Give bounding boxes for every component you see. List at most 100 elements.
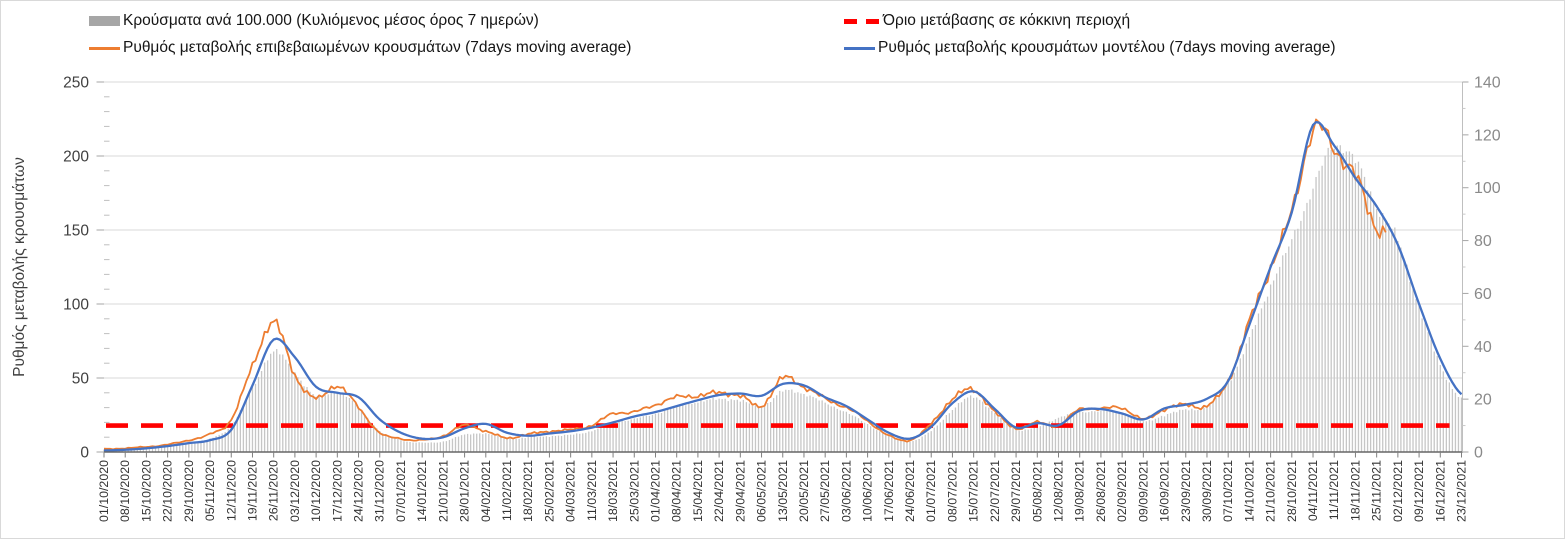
y-axis-title: Ρυθμός μεταβολής κρουσμάτων	[11, 157, 28, 377]
svg-text:24/12/2020: 24/12/2020	[352, 460, 366, 522]
x-axis	[103, 451, 1463, 458]
svg-text:30/09/2021: 30/09/2021	[1200, 460, 1214, 522]
y-axis-right	[1462, 81, 1469, 453]
svg-text:0: 0	[80, 445, 89, 462]
svg-text:22/04/2021: 22/04/2021	[712, 460, 726, 522]
legend-item-cases-per-100k: Κρούσματα ανά 100.000 (Κυλιόμενος μέσος …	[89, 11, 539, 31]
y-axis-left	[96, 81, 110, 453]
svg-text:120: 120	[1474, 127, 1501, 144]
svg-text:10/06/2021: 10/06/2021	[861, 460, 875, 522]
svg-text:60: 60	[1474, 286, 1492, 303]
legend-label: Κρούσματα ανά 100.000 (Κυλιόμενος μέσος …	[123, 12, 539, 29]
svg-text:18/03/2021: 18/03/2021	[606, 460, 620, 522]
svg-text:15/10/2020: 15/10/2020	[139, 460, 153, 522]
svg-text:08/10/2020: 08/10/2020	[118, 460, 132, 522]
svg-text:11/02/2021: 11/02/2021	[500, 460, 514, 521]
y-axis-left-tick-labels: 0 50 100 150 200 250	[63, 75, 89, 462]
svg-text:50: 50	[72, 371, 90, 388]
svg-text:03/12/2020: 03/12/2020	[288, 460, 302, 522]
svg-text:18/02/2021: 18/02/2021	[521, 460, 535, 522]
svg-text:100: 100	[1474, 180, 1501, 197]
legend-item-red-threshold: Όριο μετάβασης σε κόκκινη περιοχή	[844, 11, 1130, 31]
svg-text:02/12/2021: 02/12/2021	[1391, 460, 1405, 522]
svg-text:23/12/2021: 23/12/2021	[1455, 460, 1469, 522]
svg-text:28/10/2021: 28/10/2021	[1285, 460, 1299, 522]
blue-line-swatch-icon	[844, 46, 875, 50]
legend-label: Ρυθμός μεταβολής επιβεβαιωμένων κρουσμάτ…	[123, 39, 632, 56]
svg-text:08/04/2021: 08/04/2021	[670, 460, 684, 522]
svg-text:13/05/2021: 13/05/2021	[776, 460, 790, 522]
svg-text:29/10/2020: 29/10/2020	[182, 460, 196, 522]
svg-text:07/10/2021: 07/10/2021	[1221, 460, 1235, 522]
svg-text:29/07/2021: 29/07/2021	[1009, 460, 1023, 522]
svg-text:01/04/2021: 01/04/2021	[649, 460, 663, 522]
svg-text:17/12/2020: 17/12/2020	[330, 460, 344, 522]
svg-text:23/09/2021: 23/09/2021	[1179, 460, 1193, 522]
svg-text:01/07/2021: 01/07/2021	[924, 460, 938, 522]
svg-text:100: 100	[63, 297, 89, 314]
svg-text:11/11/2021: 11/11/2021	[1327, 460, 1341, 520]
svg-text:29/04/2021: 29/04/2021	[733, 460, 747, 522]
svg-text:16/12/2021: 16/12/2021	[1433, 460, 1447, 522]
svg-text:08/07/2021: 08/07/2021	[945, 460, 959, 522]
svg-text:07/01/2021: 07/01/2021	[394, 460, 408, 522]
svg-text:80: 80	[1474, 233, 1492, 250]
svg-text:28/01/2021: 28/01/2021	[458, 460, 472, 522]
legend-label: Όριο μετάβασης σε κόκκινη περιοχή	[883, 12, 1131, 29]
svg-text:09/09/2021: 09/09/2021	[1136, 460, 1150, 522]
svg-text:26/11/2020: 26/11/2020	[267, 460, 281, 521]
svg-text:27/05/2021: 27/05/2021	[818, 460, 832, 522]
svg-text:04/03/2021: 04/03/2021	[564, 460, 578, 522]
bar-swatch-icon	[89, 16, 120, 26]
svg-text:140: 140	[1474, 75, 1501, 92]
svg-text:22/07/2021: 22/07/2021	[988, 460, 1002, 522]
svg-text:17/06/2021: 17/06/2021	[882, 460, 896, 522]
svg-text:16/09/2021: 16/09/2021	[1158, 460, 1172, 522]
svg-text:03/06/2021: 03/06/2021	[839, 460, 853, 522]
orange-line-swatch-icon	[89, 46, 120, 50]
legend-item-confirmed-rate: Ρυθμός μεταβολής επιβεβαιωμένων κρουσμάτ…	[89, 38, 631, 58]
x-axis-date-labels: 01/10/2020 08/10/2020 15/10/2020 22/10/2020…	[97, 460, 1469, 522]
svg-text:200: 200	[63, 149, 89, 166]
svg-text:21/01/2021: 21/01/2021	[436, 460, 450, 522]
svg-text:10/12/2020: 10/12/2020	[309, 460, 323, 522]
svg-text:19/11/2020: 19/11/2020	[246, 460, 260, 521]
svg-text:250: 250	[63, 75, 89, 92]
svg-text:06/05/2021: 06/05/2021	[755, 460, 769, 522]
legend-label: Ρυθμός μεταβολής κρουσμάτων μοντέλου (7d…	[878, 39, 1336, 56]
svg-text:02/09/2021: 02/09/2021	[1115, 460, 1129, 522]
svg-text:40: 40	[1474, 339, 1492, 356]
confirmed-rate-line	[103, 118, 1387, 451]
svg-text:25/11/2021: 25/11/2021	[1370, 460, 1384, 521]
svg-text:12/11/2020: 12/11/2020	[224, 460, 238, 521]
svg-text:25/02/2021: 25/02/2021	[542, 460, 556, 522]
y-axis-right-tick-labels: 0 20 40 60 80 100 120 140	[1474, 75, 1501, 462]
svg-text:04/11/2021: 04/11/2021	[1306, 460, 1320, 521]
svg-text:31/12/2020: 31/12/2020	[373, 460, 387, 522]
svg-text:22/10/2020: 22/10/2020	[161, 460, 175, 522]
svg-text:14/01/2021: 14/01/2021	[415, 460, 429, 522]
svg-text:14/10/2021: 14/10/2021	[1242, 460, 1256, 522]
svg-text:0: 0	[1474, 445, 1483, 462]
svg-text:15/04/2021: 15/04/2021	[691, 460, 705, 522]
legend-item-model-rate: Ρυθμός μεταβολής κρουσμάτων μοντέλου (7d…	[844, 38, 1336, 58]
svg-text:15/07/2021: 15/07/2021	[967, 460, 981, 522]
svg-text:09/12/2021: 09/12/2021	[1412, 460, 1426, 522]
svg-text:05/08/2021: 05/08/2021	[1030, 460, 1044, 522]
svg-text:11/03/2021: 11/03/2021	[585, 460, 599, 521]
svg-text:26/08/2021: 26/08/2021	[1094, 460, 1108, 522]
svg-text:05/11/2020: 05/11/2020	[203, 460, 217, 521]
svg-text:20/05/2021: 20/05/2021	[797, 460, 811, 522]
svg-text:21/10/2021: 21/10/2021	[1264, 460, 1278, 522]
svg-text:25/03/2021: 25/03/2021	[627, 460, 641, 522]
model-rate-line	[103, 120, 1463, 452]
svg-text:01/10/2020: 01/10/2020	[97, 460, 111, 522]
svg-text:04/02/2021: 04/02/2021	[479, 460, 493, 522]
dashed-line-swatch-icon	[844, 18, 880, 24]
svg-text:150: 150	[63, 223, 89, 240]
grid-lines	[97, 81, 1463, 379]
svg-text:19/08/2021: 19/08/2021	[1073, 460, 1087, 522]
svg-text:18/11/2021: 18/11/2021	[1348, 460, 1362, 521]
